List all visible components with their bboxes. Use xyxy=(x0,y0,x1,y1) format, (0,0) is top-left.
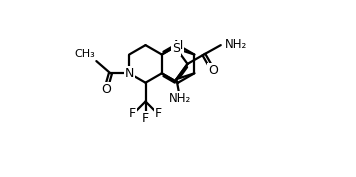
Text: NH₂: NH₂ xyxy=(225,38,247,51)
Text: NH₂: NH₂ xyxy=(169,92,191,105)
Text: CH₃: CH₃ xyxy=(75,49,95,59)
Text: O: O xyxy=(208,64,218,77)
Text: F: F xyxy=(155,107,162,120)
Text: N: N xyxy=(125,67,134,80)
Text: S: S xyxy=(172,42,180,55)
Text: F: F xyxy=(129,107,136,120)
Text: F: F xyxy=(142,112,149,125)
Text: N: N xyxy=(173,39,183,52)
Text: O: O xyxy=(101,83,111,96)
